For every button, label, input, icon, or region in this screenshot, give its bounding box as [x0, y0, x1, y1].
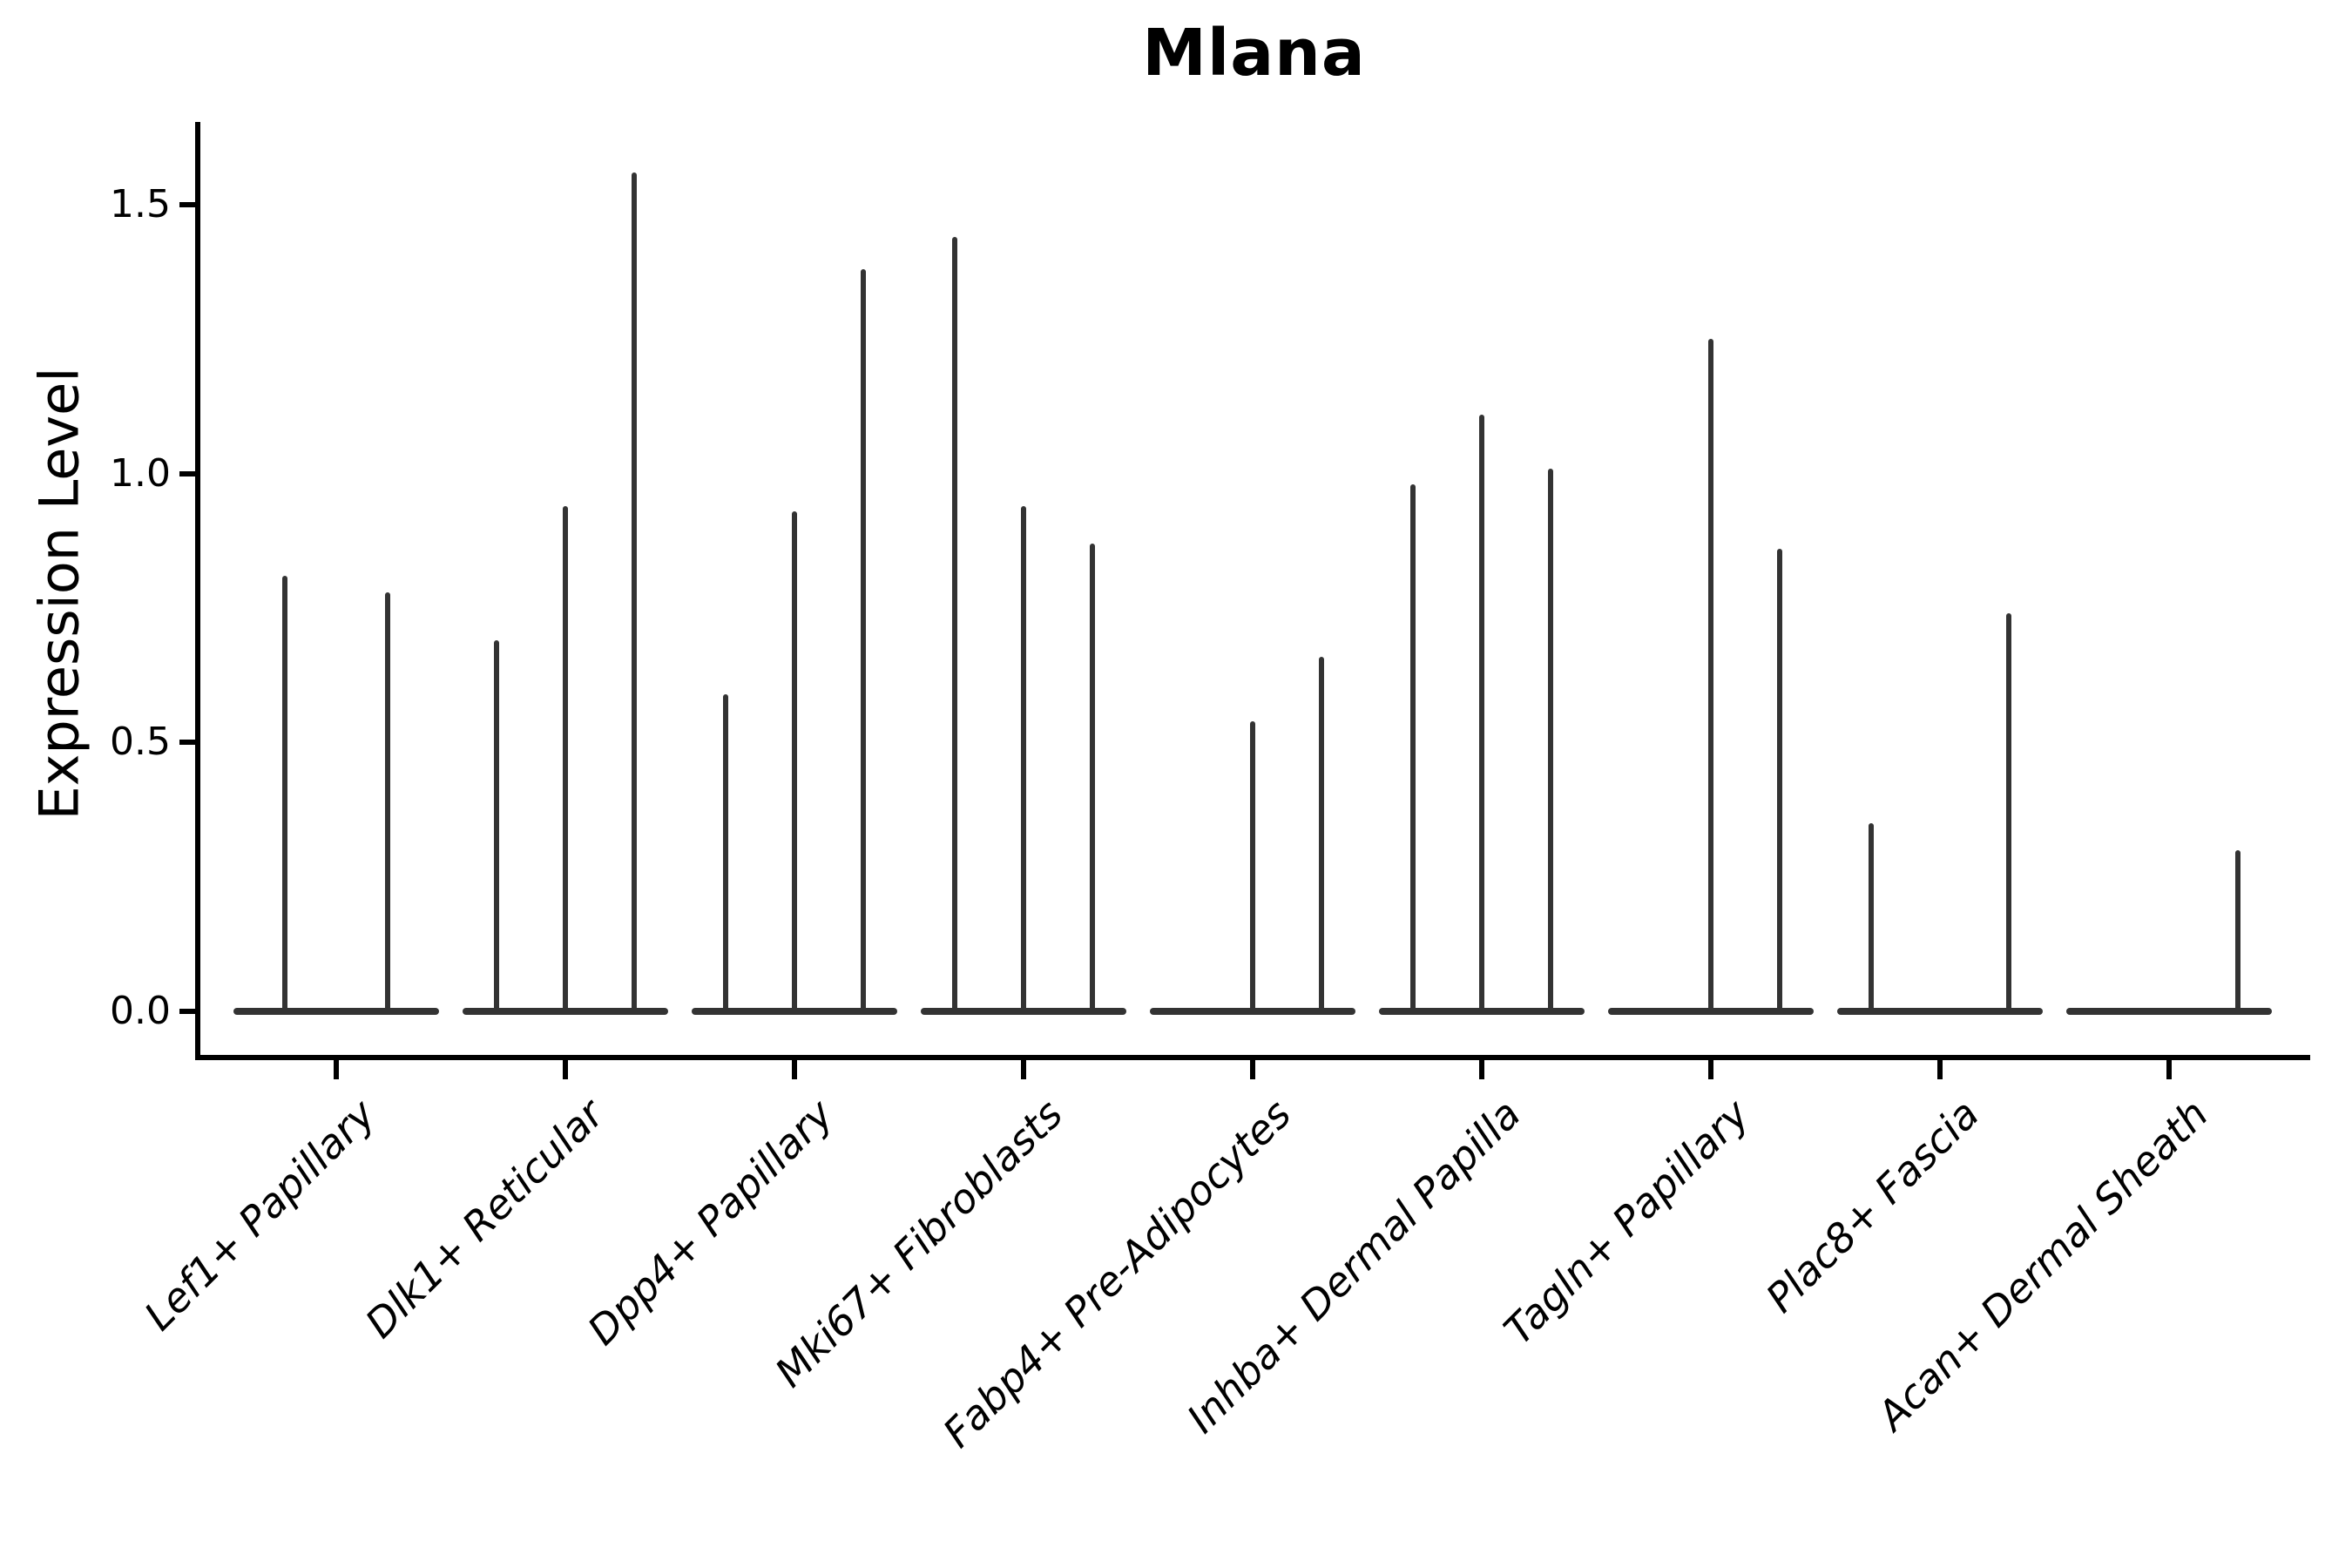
violin-spike — [1777, 549, 1782, 1015]
violin-spike — [1479, 414, 1484, 1015]
y-axis-label: Expression Level — [27, 367, 91, 821]
x-tick-mark — [334, 1060, 339, 1079]
x-tick-mark — [792, 1060, 797, 1079]
x-category-label: Tagln+ Papillary — [1495, 1090, 1759, 1354]
violin-spike — [1548, 468, 1553, 1015]
x-category-label: Lef1+ Papillary — [134, 1090, 384, 1340]
violin-baseline — [1837, 1008, 2043, 1015]
x-category-label: Dpp4+ Papillary — [578, 1090, 842, 1355]
violin-spike — [1410, 484, 1416, 1015]
violin-spike — [861, 269, 866, 1015]
y-tick-label: 0.5 — [110, 720, 171, 765]
violin-spike — [1021, 505, 1026, 1015]
chart-title: Mlana — [1142, 16, 1366, 91]
violin-spike — [723, 693, 728, 1015]
violin-spike — [792, 510, 797, 1015]
violin-spike — [494, 640, 499, 1015]
y-tick-mark — [179, 1009, 198, 1014]
x-tick-mark — [2166, 1060, 2172, 1079]
violin-spike — [1090, 543, 1095, 1015]
violin-spike — [1869, 822, 1874, 1015]
x-category-label: Plac8+ Fascia — [1756, 1090, 1988, 1321]
x-tick-mark — [1708, 1060, 1713, 1079]
violin-spike — [1250, 720, 1255, 1015]
y-tick-label: 1.0 — [110, 450, 171, 496]
x-tick-mark — [563, 1060, 568, 1079]
violin-spike — [952, 237, 957, 1015]
violin-spike — [632, 172, 637, 1015]
x-tick-mark — [1250, 1060, 1255, 1079]
y-tick-mark — [179, 470, 198, 476]
y-tick-mark — [179, 740, 198, 746]
violin-spike — [2235, 849, 2240, 1015]
x-category-label: Dlk1+ Reticular — [356, 1090, 613, 1348]
y-tick-mark — [179, 202, 198, 208]
violin-spike — [385, 591, 390, 1015]
violin-spike — [1708, 339, 1713, 1015]
violin-spike — [563, 505, 568, 1015]
violin-spike — [282, 575, 287, 1015]
y-axis-spine — [195, 122, 200, 1060]
violin-baseline — [2066, 1008, 2272, 1015]
x-tick-mark — [1479, 1060, 1484, 1079]
x-tick-mark — [1021, 1060, 1026, 1079]
violin-baseline — [233, 1008, 439, 1015]
x-tick-mark — [1937, 1060, 1943, 1079]
violin-spike — [2006, 613, 2011, 1015]
x-axis-spine — [195, 1055, 2310, 1060]
violin-spike — [1319, 656, 1324, 1015]
y-tick-label: 0.0 — [110, 989, 171, 1033]
y-tick-label: 1.5 — [110, 182, 171, 227]
